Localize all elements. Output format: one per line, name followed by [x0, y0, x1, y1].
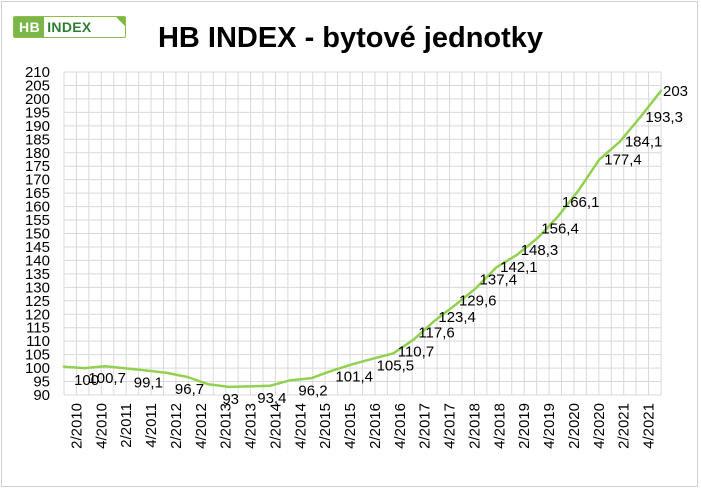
y-tick-label: 90	[33, 387, 50, 404]
y-tick-label: 100	[25, 360, 50, 377]
data-label: 105,5	[377, 357, 415, 374]
data-label: 123,4	[438, 309, 476, 326]
x-tick-label: 2/2014	[267, 403, 284, 449]
data-label: 148,3	[521, 242, 559, 259]
y-tick-label: 130	[25, 279, 50, 296]
x-tick-label: 2/2013	[218, 403, 235, 449]
logo-corner-triangle	[115, 17, 125, 27]
series-line	[62, 89, 663, 389]
y-tick-label: 135	[25, 266, 50, 283]
data-label: 142,1	[500, 259, 538, 276]
data-label: 101,4	[335, 368, 373, 385]
x-tick-label: 2/2017	[417, 403, 434, 449]
y-tick-label: 195	[25, 104, 50, 121]
y-tick-label: 180	[25, 145, 50, 162]
y-tick-label: 210	[25, 64, 50, 81]
x-tick-label: 2/2018	[466, 403, 483, 449]
y-tick-label: 200	[25, 91, 50, 108]
data-label: 100,7	[88, 370, 126, 387]
x-tick-label: 4/2010	[93, 403, 110, 449]
y-tick-label: 155	[25, 212, 50, 229]
data-label: 99,1	[134, 375, 163, 392]
chart-title: HB INDEX - bytové jednotky	[157, 22, 544, 54]
x-tick-label: 4/2018	[491, 403, 508, 449]
data-label: 93	[222, 391, 239, 408]
logo-hb-text: HB	[14, 17, 45, 37]
x-tick-label: 4/2017	[442, 403, 459, 449]
x-tick-label: 4/2019	[541, 403, 558, 449]
y-tick-label: 175	[25, 158, 50, 175]
x-tick-label: 2/2021	[616, 403, 633, 449]
y-tick-label: 190	[25, 118, 50, 135]
x-tick-label: 4/2014	[292, 403, 309, 449]
y-tick-label: 115	[26, 320, 50, 337]
data-label: 100	[74, 372, 99, 389]
data-label: 93,4	[257, 390, 286, 407]
data-label: 193,3	[645, 109, 683, 126]
y-tick-label: 145	[25, 239, 50, 256]
y-tick-label: 125	[25, 293, 50, 310]
y-tick-label: 170	[25, 172, 50, 189]
logo-index-text: INDEX	[47, 19, 92, 35]
y-tick-label: 120	[25, 306, 50, 323]
x-tick-label: 4/2011	[143, 403, 160, 448]
x-tick-label: 2/2019	[516, 403, 533, 449]
data-label: 156,4	[541, 220, 579, 237]
y-tick-label: 105	[25, 347, 50, 364]
data-label: 166,1	[562, 194, 600, 211]
y-tick-label: 165	[25, 185, 50, 202]
x-tick-label: 4/2015	[342, 403, 359, 449]
data-label: 96,7	[175, 381, 204, 398]
y-tick-label: 110	[26, 333, 50, 350]
y-tick-label: 150	[25, 226, 50, 243]
x-tick-label: 4/2013	[243, 403, 260, 449]
x-tick-label: 2/2015	[317, 403, 334, 449]
x-tick-label: 2/2010	[68, 403, 85, 449]
data-label: 203	[663, 83, 688, 100]
data-label: 96,2	[298, 382, 327, 399]
x-tick-label: 4/2012	[193, 403, 210, 449]
y-tick-label: 160	[25, 199, 50, 216]
y-tick-label: 205	[25, 77, 50, 94]
data-label: 129,6	[459, 292, 497, 309]
y-tick-label: 185	[25, 131, 50, 148]
y-tick-label: 95	[33, 374, 50, 391]
x-tick-label: 4/2020	[591, 403, 608, 449]
data-label: 137,4	[480, 271, 518, 288]
data-label: 117,6	[418, 325, 454, 342]
x-tick-label: 2/2020	[566, 403, 583, 449]
x-tick-label: 4/2021	[641, 403, 658, 449]
data-label: 110,7	[398, 343, 434, 360]
x-tick-label: 2/2011	[118, 403, 135, 448]
hb-index-logo: HB INDEX	[13, 16, 126, 38]
data-label: 184,1	[625, 134, 663, 151]
x-tick-label: 4/2016	[392, 403, 409, 449]
x-tick-label: 2/2012	[168, 403, 185, 449]
y-tick-label: 140	[25, 252, 50, 269]
x-tick-label: 2/2016	[367, 403, 384, 449]
data-label: 177,4	[604, 152, 642, 169]
